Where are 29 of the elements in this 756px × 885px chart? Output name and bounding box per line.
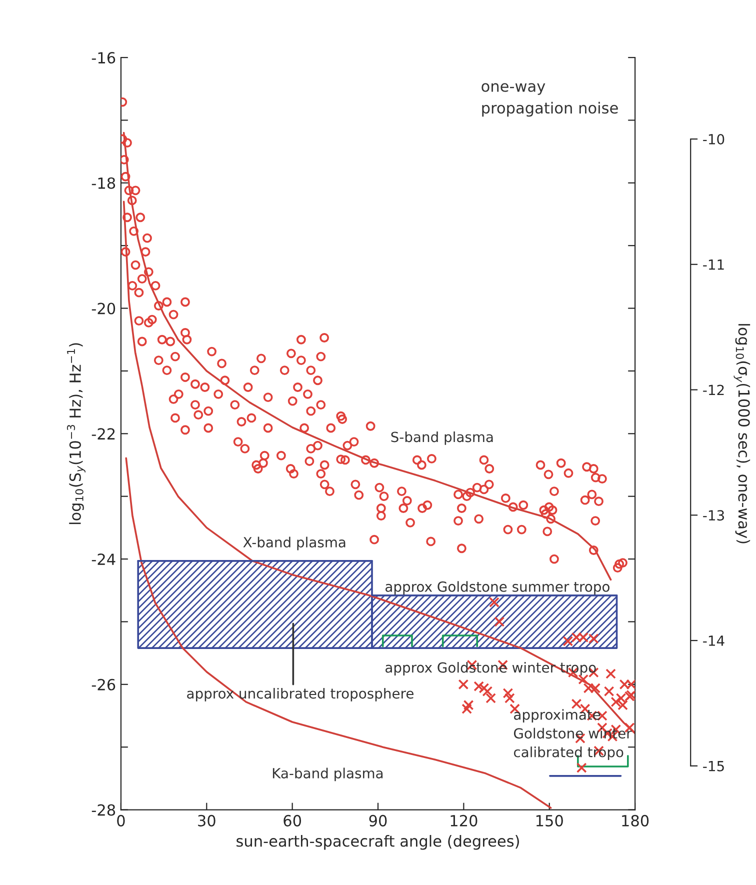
y-tick-label: -24 — [92, 553, 116, 565]
x-tick-label: 0 — [117, 814, 125, 826]
x-tick-label: 150 — [536, 814, 563, 826]
y-tick-label: -26 — [92, 678, 116, 690]
y-tick-label: -22 — [92, 428, 115, 440]
y-tick-label: -28 — [92, 804, 116, 816]
x-tick-label: 90 — [369, 814, 387, 826]
y2-tick-label: -14 — [703, 636, 724, 646]
annotation: one-way propagation noise — [482, 83, 618, 117]
y-tick-label: -20 — [92, 302, 116, 314]
y2-tick-label: -13 — [703, 510, 724, 521]
y2-tick-label: -11 — [703, 260, 724, 270]
x-axis-title: sun-earth-spacecraft angle (degrees) — [236, 834, 519, 850]
x-tick-label: 180 — [622, 814, 649, 826]
annotation: approx Goldstone summer tropo — [386, 581, 610, 595]
y-tick-label: -16 — [92, 52, 116, 64]
x-tick-label: 30 — [198, 814, 216, 826]
x-tick-label: 60 — [284, 814, 302, 826]
y2-tick-label: -12 — [703, 384, 724, 396]
x-tick-label: 120 — [450, 814, 478, 826]
y2-tick-label: -10 — [703, 134, 724, 144]
y2-axis-title: log$_{10}$(σ$_{y}$(1000 sec), one-way) — [734, 324, 750, 544]
y-tick-label: -18 — [92, 177, 116, 189]
y2-tick-label: -15 — [703, 761, 724, 772]
annotation: X-band plasma — [243, 536, 346, 550]
text: log$_{10}$(S$_{y}$(10$^{−3}$ Hz), Hz$^{−1}$) — [66, 343, 86, 524]
annotation: Ka-band plasma — [272, 768, 383, 782]
annotation: approx uncalibrated troposphere — [187, 688, 414, 702]
annotation: S-band plasma — [391, 431, 493, 445]
